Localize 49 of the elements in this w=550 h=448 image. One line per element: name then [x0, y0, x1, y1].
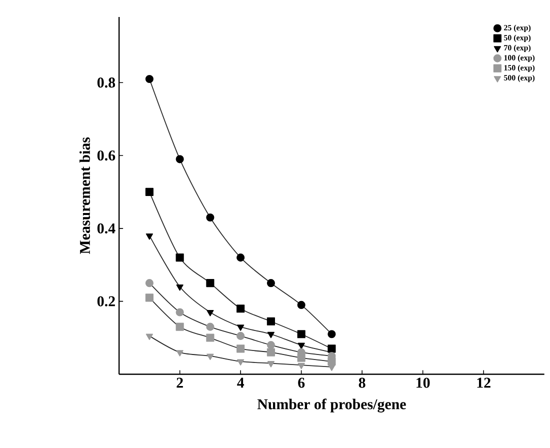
point [146, 334, 154, 340]
point [266, 279, 275, 288]
point [237, 359, 244, 366]
point [236, 304, 245, 313]
point [145, 74, 154, 84]
point [206, 310, 214, 316]
point [206, 334, 214, 342]
x-tick-label: 8 [358, 378, 366, 388]
point [267, 332, 275, 338]
point [297, 330, 306, 338]
point [176, 155, 184, 164]
x-tick-label: 2 [176, 378, 183, 388]
x-tick-label: 12 [477, 378, 490, 388]
point [236, 344, 245, 353]
point [176, 350, 184, 356]
point [266, 348, 275, 356]
point [236, 254, 245, 262]
y-axis-title: Measurement bias [79, 137, 90, 254]
point [206, 279, 214, 288]
point [176, 284, 184, 291]
point [206, 213, 214, 222]
x-axis-title: Number of probes/gene [257, 398, 406, 412]
point [146, 233, 154, 240]
point [297, 300, 306, 310]
point [266, 317, 275, 326]
point [237, 324, 244, 331]
y-tick-label: 0.4 [97, 223, 116, 234]
point [328, 330, 336, 338]
point [176, 322, 184, 331]
point [297, 354, 306, 362]
point [266, 341, 275, 350]
point [145, 294, 154, 302]
point [328, 364, 336, 371]
point [145, 188, 154, 196]
point [267, 361, 275, 368]
point [206, 354, 214, 360]
point [145, 279, 154, 288]
point [298, 362, 305, 370]
y-tick-label: 0.2 [97, 296, 115, 306]
y-tick-label: 0.8 [97, 78, 116, 88]
point [298, 342, 305, 350]
x-tick-label: 4 [237, 378, 244, 388]
point [206, 322, 214, 331]
point [176, 254, 184, 262]
x-tick-label: 10 [416, 378, 430, 388]
x-tick-label: 6 [298, 378, 305, 388]
point [176, 308, 184, 316]
point [236, 332, 245, 340]
y-tick-label: 0.6 [97, 150, 116, 161]
